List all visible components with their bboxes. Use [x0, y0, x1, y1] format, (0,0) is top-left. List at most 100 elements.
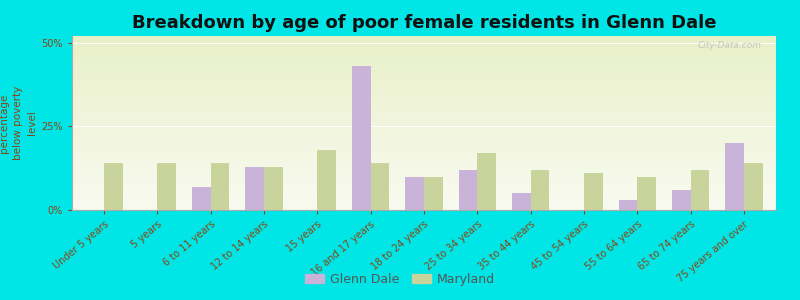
- Bar: [72, 171, 776, 172]
- Bar: [72, 200, 776, 201]
- Bar: [72, 62, 776, 63]
- Bar: [72, 119, 776, 120]
- Bar: [406, 176, 424, 210]
- Bar: [72, 191, 776, 192]
- Bar: [72, 198, 776, 199]
- Bar: [72, 77, 776, 78]
- Bar: [72, 202, 776, 203]
- Bar: [424, 176, 442, 210]
- Bar: [72, 204, 776, 205]
- Bar: [72, 36, 776, 37]
- Bar: [72, 53, 776, 54]
- Bar: [72, 192, 776, 193]
- Bar: [72, 71, 776, 72]
- Bar: [72, 50, 776, 51]
- Bar: [72, 160, 776, 161]
- Bar: [104, 163, 122, 210]
- Bar: [72, 143, 776, 144]
- Bar: [72, 78, 776, 79]
- Bar: [72, 48, 776, 49]
- Bar: [72, 87, 776, 88]
- Text: City-Data.com: City-Data.com: [698, 41, 762, 50]
- Bar: [72, 154, 776, 155]
- Bar: [72, 91, 776, 92]
- Bar: [72, 173, 776, 174]
- Bar: [264, 167, 282, 210]
- Bar: [210, 163, 230, 210]
- Bar: [72, 133, 776, 134]
- Bar: [72, 170, 776, 171]
- Bar: [72, 137, 776, 138]
- Bar: [72, 175, 776, 176]
- Bar: [72, 194, 776, 195]
- Bar: [72, 156, 776, 157]
- Bar: [72, 168, 776, 169]
- Bar: [72, 76, 776, 77]
- Bar: [72, 131, 776, 132]
- Legend: Glenn Dale, Maryland: Glenn Dale, Maryland: [300, 268, 500, 291]
- Bar: [72, 196, 776, 197]
- Bar: [72, 151, 776, 152]
- Bar: [72, 142, 776, 143]
- Bar: [72, 43, 776, 44]
- Bar: [72, 159, 776, 160]
- Bar: [72, 182, 776, 183]
- Bar: [72, 42, 776, 43]
- Title: Breakdown by age of poor female residents in Glenn Dale: Breakdown by age of poor female resident…: [132, 14, 716, 32]
- Bar: [72, 160, 776, 161]
- Bar: [72, 121, 776, 122]
- Bar: [72, 95, 776, 96]
- Bar: [72, 46, 776, 47]
- Bar: [72, 73, 776, 74]
- Bar: [72, 61, 776, 62]
- Bar: [72, 101, 776, 102]
- Bar: [584, 173, 602, 210]
- Bar: [72, 54, 776, 55]
- Bar: [72, 205, 776, 206]
- Bar: [72, 98, 776, 99]
- Bar: [72, 116, 776, 117]
- Bar: [72, 178, 776, 179]
- Bar: [72, 190, 776, 191]
- Bar: [72, 104, 776, 105]
- Bar: [72, 187, 776, 188]
- Bar: [72, 193, 776, 194]
- Bar: [72, 49, 776, 50]
- Bar: [72, 139, 776, 140]
- Bar: [72, 209, 776, 210]
- Bar: [72, 108, 776, 109]
- Bar: [72, 172, 776, 173]
- Bar: [72, 102, 776, 103]
- Bar: [72, 164, 776, 165]
- Bar: [618, 200, 638, 210]
- Bar: [72, 81, 776, 82]
- Bar: [72, 60, 776, 61]
- Bar: [72, 99, 776, 100]
- Bar: [72, 84, 776, 85]
- Bar: [72, 37, 776, 38]
- Bar: [72, 162, 776, 163]
- Bar: [72, 111, 776, 112]
- Bar: [72, 146, 776, 147]
- Bar: [72, 93, 776, 94]
- Bar: [72, 134, 776, 135]
- Bar: [72, 183, 776, 184]
- Bar: [72, 94, 776, 95]
- Bar: [72, 65, 776, 66]
- Bar: [72, 39, 776, 40]
- Bar: [72, 38, 776, 39]
- Bar: [72, 63, 776, 64]
- Bar: [72, 144, 776, 145]
- Bar: [72, 189, 776, 190]
- Bar: [72, 82, 776, 83]
- Bar: [72, 120, 776, 121]
- Bar: [72, 100, 776, 101]
- Bar: [72, 112, 776, 113]
- Bar: [72, 145, 776, 146]
- Bar: [72, 149, 776, 150]
- Bar: [458, 170, 478, 210]
- Bar: [72, 47, 776, 48]
- Bar: [72, 167, 776, 168]
- Bar: [72, 55, 776, 56]
- Bar: [690, 170, 710, 210]
